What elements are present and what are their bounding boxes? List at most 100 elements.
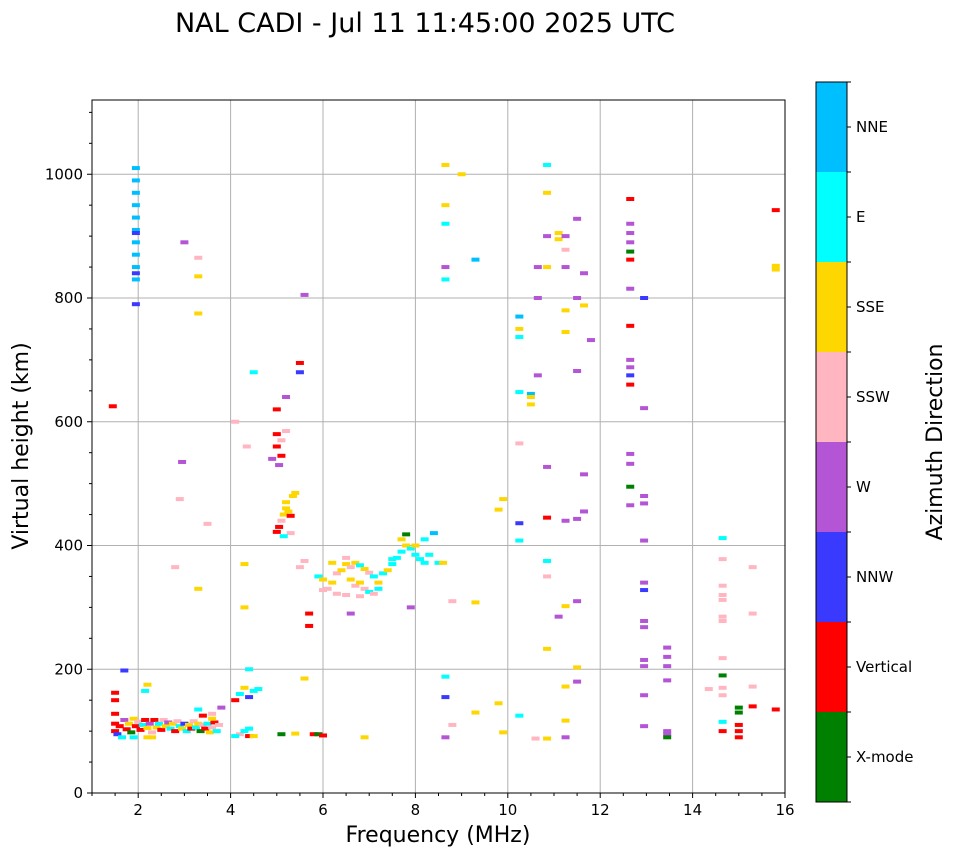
echo-point [268, 456, 277, 461]
echo-point [201, 726, 210, 731]
echo-point [198, 722, 207, 727]
echo-point [118, 735, 127, 740]
echo-point [554, 237, 563, 242]
echo-point [515, 334, 524, 339]
echo-point [275, 524, 284, 529]
x-tick-label: 12 [591, 801, 610, 819]
echo-point [573, 296, 582, 300]
echo-point [157, 727, 166, 732]
echo-point [295, 565, 304, 570]
echo-point [175, 724, 184, 729]
echo-point [626, 382, 635, 387]
echo-point [425, 552, 434, 557]
y-axis-ticks: 0 200 400 600 800 1000 [45, 111, 92, 802]
echo-point [626, 249, 635, 254]
echo-point [245, 726, 254, 731]
echo-point [180, 240, 189, 245]
echo-point [309, 732, 318, 737]
echo-point [194, 707, 203, 712]
echo-point [360, 567, 369, 572]
echo-point [771, 707, 780, 712]
echo-point [640, 618, 649, 623]
echo-point [379, 571, 388, 576]
echo-point [663, 735, 672, 740]
echo-point [141, 717, 150, 722]
echo-point [416, 557, 425, 562]
echo-point [148, 730, 157, 735]
echo-point [626, 484, 635, 489]
echo-point [734, 729, 743, 734]
echo-point [284, 509, 293, 514]
echo-point [471, 710, 480, 715]
echo-point [231, 734, 240, 739]
echo-point [113, 732, 122, 737]
echo-point [718, 673, 727, 678]
echo-point [586, 338, 595, 343]
echo-point [626, 257, 635, 262]
echo-point [718, 685, 727, 690]
echo-point [198, 713, 207, 718]
echo-point [573, 369, 582, 374]
echo-point [573, 665, 582, 670]
echo-point [573, 516, 582, 521]
y-tick-label: 1000 [45, 165, 83, 183]
echo-point [561, 718, 570, 723]
echo-point [245, 667, 254, 672]
echo-point [194, 274, 203, 279]
echo-point [355, 580, 364, 585]
echo-point [194, 311, 203, 316]
echo-point [448, 599, 457, 604]
echo-point [573, 599, 582, 604]
echo-point [161, 724, 170, 729]
echo-point [235, 732, 244, 737]
echo-point [272, 444, 281, 449]
echo-point [748, 611, 757, 616]
echo-point [734, 722, 743, 727]
echo-point [388, 562, 397, 567]
echo-point [277, 453, 286, 458]
colorbar-segment [816, 712, 847, 802]
colorbar-segment [816, 172, 847, 262]
echo-point [111, 711, 120, 716]
echo-point [205, 730, 214, 735]
echo-point [499, 497, 508, 502]
echo-point [178, 459, 187, 464]
echo-point [554, 231, 563, 236]
x-axis-label: Frequency (MHz) [346, 823, 531, 848]
echo-point [189, 719, 198, 724]
colorbar-label: NNE [856, 118, 888, 136]
echo-point [718, 583, 727, 588]
echo-point [217, 705, 226, 710]
echo-point [355, 563, 364, 568]
echo-point [441, 735, 450, 740]
echo-point [295, 370, 304, 375]
echo-point [131, 302, 140, 307]
colorbar-label: X-mode [856, 748, 913, 766]
echo-point [543, 162, 552, 167]
echo-point [369, 591, 378, 596]
echo-point [771, 263, 780, 268]
echo-point [640, 406, 649, 411]
echo-point [282, 429, 291, 434]
echo-point [771, 267, 780, 272]
echo-point [277, 518, 286, 523]
y-tick-label: 0 [73, 784, 83, 802]
echo-point [626, 197, 635, 201]
echo-point [134, 719, 143, 724]
echo-point [185, 722, 194, 727]
x-tick-label: 4 [226, 801, 236, 819]
echo-point [718, 618, 727, 623]
echo-point [173, 719, 182, 724]
echo-point [127, 730, 136, 735]
echo-point [171, 729, 180, 734]
echo-point [471, 600, 480, 605]
x-tick-label: 8 [411, 801, 421, 819]
echo-point [314, 732, 323, 737]
colorbar-segment [816, 352, 847, 442]
echo-point [640, 724, 649, 729]
echo-point [573, 679, 582, 684]
echo-point [626, 373, 635, 378]
echo-point [187, 726, 196, 731]
echo-point [397, 537, 406, 542]
echo-point [499, 730, 508, 735]
